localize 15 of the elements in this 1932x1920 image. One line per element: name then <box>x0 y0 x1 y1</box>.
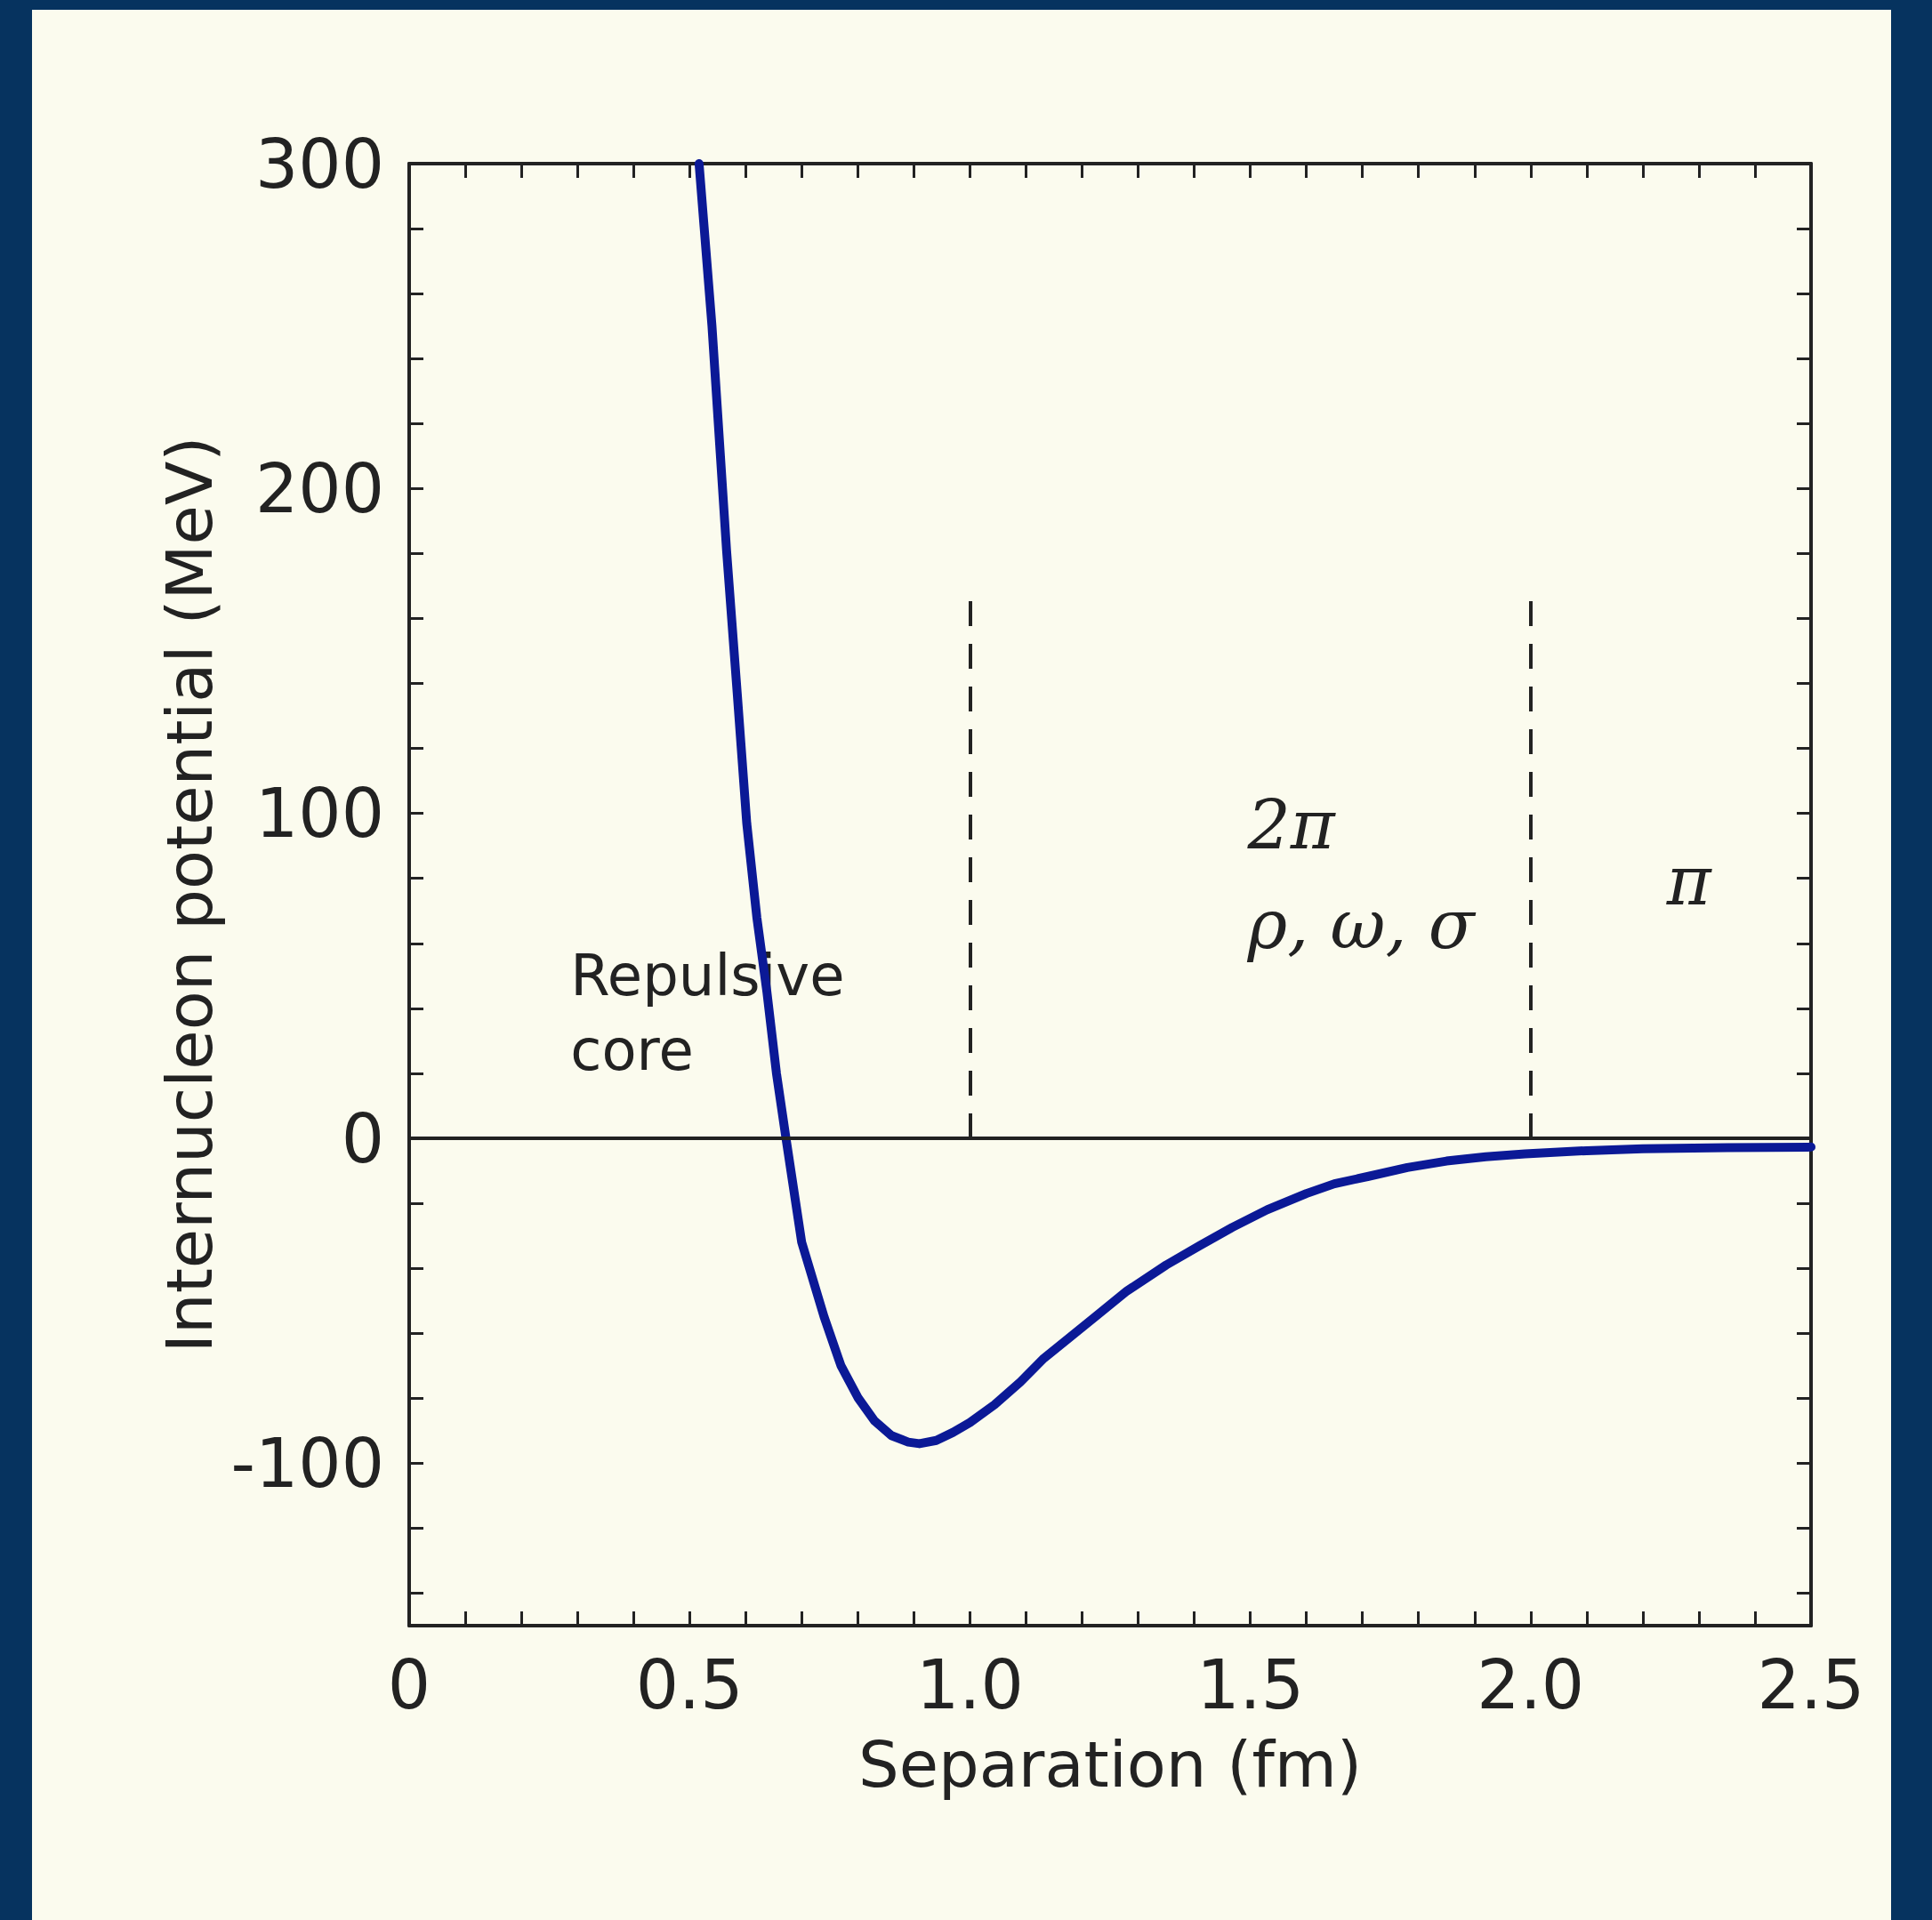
y-tick-label: 0 <box>341 1098 384 1178</box>
annotation: π <box>1665 840 1713 920</box>
y-tick-label: 200 <box>254 448 384 528</box>
annotation: ρ, ω, σ <box>1246 885 1477 965</box>
y-axis-title: Internucleon potential (MeV) <box>151 436 227 1354</box>
x-tick-label: 2.5 <box>1757 1644 1865 1724</box>
x-tick-label: 1.5 <box>1196 1644 1305 1724</box>
y-tick-label: -100 <box>230 1423 384 1503</box>
x-axis-title: Separation (fm) <box>857 1727 1363 1802</box>
x-tick-label: 1.0 <box>915 1644 1024 1724</box>
annotation: 2π <box>1246 785 1337 865</box>
x-tick-label: 2.0 <box>1477 1644 1585 1724</box>
x-tick-label: 0.5 <box>635 1644 744 1724</box>
y-tick-label: 100 <box>254 774 384 854</box>
y-tick-label: 300 <box>254 124 384 204</box>
